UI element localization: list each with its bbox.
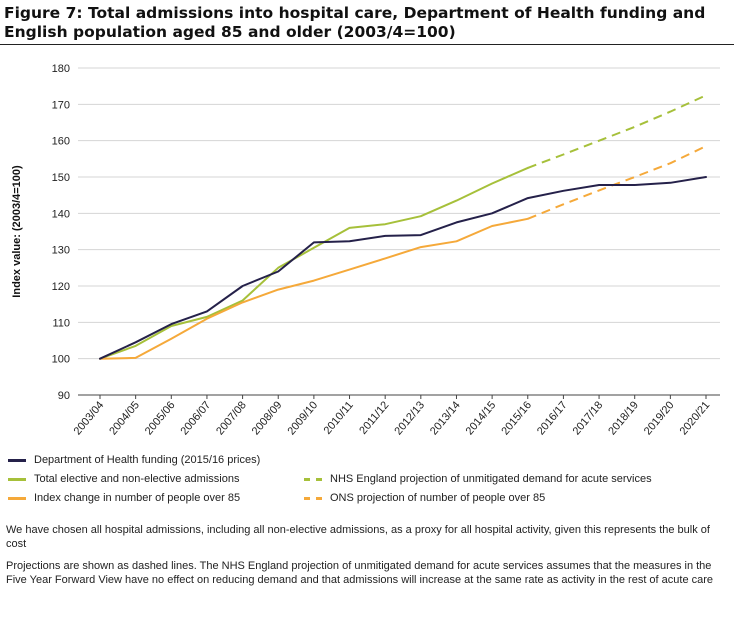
x-tick-label: 2014/15 xyxy=(464,399,499,437)
legend-item-nhs-projection: NHS England projection of unmitigated de… xyxy=(304,473,652,485)
y-tick-label: 90 xyxy=(58,390,70,402)
x-tick-label: 2007/08 xyxy=(214,399,249,437)
y-tick-label: 150 xyxy=(52,172,70,184)
legend-swatch xyxy=(304,477,322,481)
legend-item-doh-funding: Department of Health funding (2015/16 pr… xyxy=(8,454,260,466)
y-tick-label: 180 xyxy=(52,63,70,75)
x-tick-label: 2011/12 xyxy=(357,399,391,437)
x-tick-label: 2010/11 xyxy=(322,399,356,437)
x-tick-label: 2003/04 xyxy=(72,399,107,437)
series-line-2 xyxy=(99,166,529,360)
x-tick-label: 2012/13 xyxy=(392,399,427,437)
chart-legend: Department of Health funding (2015/16 pr… xyxy=(0,452,734,508)
x-axis-ticks: 2003/04 2004/05 2005/06 2006/07 2007/08 2008/… xyxy=(72,395,713,437)
legend-label: NHS England projection of unmitigated de… xyxy=(330,473,652,485)
legend-swatch xyxy=(304,496,322,500)
x-tick-label: 2020/21 xyxy=(678,399,713,437)
figure-notes: We have chosen all hospital admissions, … xyxy=(6,523,728,595)
title-divider xyxy=(0,44,734,45)
legend-item-ons-projection: ONS projection of number of people over … xyxy=(304,492,545,504)
legend-label: ONS projection of number of people over … xyxy=(330,492,546,504)
x-tick-label: 2009/10 xyxy=(285,399,320,437)
legend-item-admissions: Total elective and non-elective admissio… xyxy=(8,473,239,485)
x-tick-label: 2018/19 xyxy=(606,399,641,437)
x-tick-label: 2019/20 xyxy=(642,399,677,437)
y-axis-ticks: 90 100 110 120 130 140 150 160 170 180 xyxy=(52,63,70,402)
x-tick-label: 2015/16 xyxy=(499,399,534,437)
y-tick-label: 140 xyxy=(52,208,70,220)
legend-swatch xyxy=(8,496,26,500)
series-line-1 xyxy=(99,176,707,360)
y-tick-label: 100 xyxy=(52,354,70,366)
y-tick-label: 160 xyxy=(52,136,70,148)
y-tick-label: 130 xyxy=(52,245,70,257)
x-tick-label: 2008/09 xyxy=(250,399,285,437)
y-tick-label: 170 xyxy=(52,99,70,111)
gridlines xyxy=(78,67,720,396)
x-tick-label: 2017/18 xyxy=(571,399,606,437)
series-line-4 xyxy=(527,94,707,169)
series-line-5 xyxy=(527,145,707,220)
y-tick-label: 110 xyxy=(52,317,70,329)
figure-title: Figure 7: Total admissions into hospital… xyxy=(4,4,706,41)
legend-swatch xyxy=(8,477,26,481)
x-tick-label: 2006/07 xyxy=(178,399,213,437)
note-projections: Projections are shown as dashed lines. T… xyxy=(6,560,714,586)
series-lines xyxy=(99,94,707,360)
series-line-3 xyxy=(99,217,529,360)
legend-swatch xyxy=(8,458,26,462)
y-tick-label: 120 xyxy=(52,281,70,293)
legend-label: Department of Health funding (2015/16 pr… xyxy=(34,454,261,466)
legend-label: Index change in number of people over 85 xyxy=(34,492,241,504)
y-axis-label: Index value: (2003/4=100) xyxy=(11,165,23,298)
x-tick-label: 2004/05 xyxy=(107,399,142,437)
x-tick-label: 2013/14 xyxy=(428,399,463,437)
legend-item-over-85: Index change in number of people over 85 xyxy=(8,492,240,504)
legend-label: Total elective and non-elective admissio… xyxy=(34,473,240,485)
x-tick-label: 2005/06 xyxy=(143,399,178,437)
note-proxy: We have chosen all hospital admissions, … xyxy=(6,524,710,550)
x-tick-label: 2016/17 xyxy=(535,399,570,437)
